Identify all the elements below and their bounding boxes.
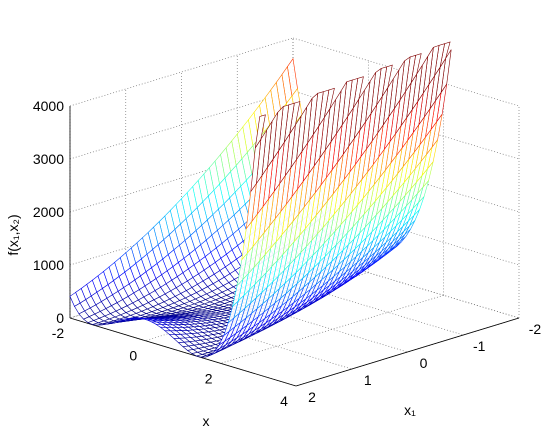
z-tick-label: 3000 bbox=[33, 151, 64, 167]
x-tick-label: 4 bbox=[280, 393, 288, 409]
z-tick-label: 2000 bbox=[33, 204, 64, 220]
z-gridline bbox=[292, 37, 520, 107]
x-axis-line bbox=[69, 317, 297, 387]
y-tick-label: 0 bbox=[420, 355, 428, 371]
z-axis-label: f(x₁,x₂) bbox=[5, 214, 21, 255]
surface-patch bbox=[255, 114, 266, 148]
y-axis-label: x₁ bbox=[404, 402, 416, 418]
y-tick-label: 1 bbox=[364, 372, 372, 388]
z-tick-label: 4000 bbox=[33, 98, 64, 114]
z-tick-label: 0 bbox=[56, 310, 64, 326]
x-tick-label: -2 bbox=[52, 325, 65, 341]
x-axis-label: x bbox=[203, 413, 210, 429]
surface-mesh bbox=[69, 41, 452, 358]
x-tick-label: 2 bbox=[205, 370, 213, 386]
y-tick-label: 2 bbox=[308, 389, 316, 405]
y-tick-label: -1 bbox=[473, 338, 486, 354]
y-tick-label: -2 bbox=[529, 321, 542, 337]
z-tick-label: 1000 bbox=[33, 257, 64, 273]
axes-box bbox=[69, 106, 520, 387]
x-tick-label: 0 bbox=[129, 348, 137, 364]
y-axis-line bbox=[295, 317, 520, 387]
